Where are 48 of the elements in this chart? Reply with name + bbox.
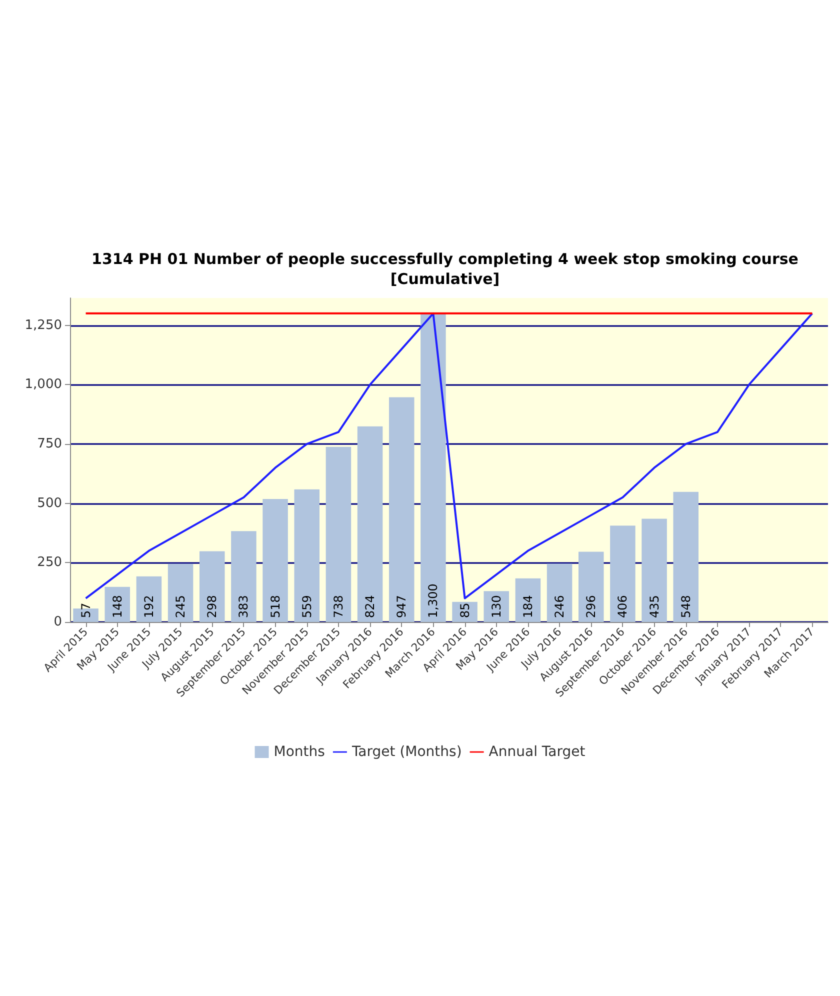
data-label: 298 [205, 595, 220, 618]
bar [515, 578, 541, 622]
bar [231, 531, 256, 622]
bar [578, 552, 604, 622]
bar [642, 518, 667, 622]
data-label: 184 [520, 595, 535, 618]
y-tick-label: 750 [37, 436, 62, 452]
bar [420, 313, 446, 622]
bar [262, 499, 288, 622]
data-label: 245 [174, 595, 188, 618]
bar [168, 564, 194, 622]
y-tick-label: 1,250 [24, 318, 62, 333]
data-label: 559 [300, 595, 314, 618]
data-label: 406 [616, 595, 630, 618]
bar [357, 426, 383, 622]
y-tick-label: 1,000 [24, 377, 62, 392]
data-label: 383 [236, 595, 251, 618]
y-tick-label: 500 [37, 496, 62, 511]
bar [484, 591, 510, 622]
data-label: 518 [268, 595, 282, 618]
data-label: 148 [110, 595, 124, 618]
bar [673, 492, 699, 622]
bar [546, 564, 572, 622]
data-label: 246 [552, 595, 567, 618]
data-label: 824 [363, 595, 378, 618]
bar [199, 551, 225, 622]
data-label: 1,300 [426, 584, 440, 618]
bar [294, 489, 320, 622]
data-label: 296 [584, 595, 598, 618]
bar [104, 586, 130, 622]
bar [136, 576, 162, 622]
bar [610, 526, 636, 622]
data-label: 57 [78, 602, 93, 618]
y-tick-label: 0 [54, 614, 62, 630]
data-label: 738 [331, 595, 346, 618]
bar [326, 446, 352, 622]
data-label: 435 [647, 595, 662, 618]
bar [388, 397, 414, 622]
legend-label: Months [274, 744, 325, 760]
y-tick-label: 250 [37, 555, 62, 570]
legend-label: Target (Months) [350, 744, 462, 760]
data-label: 192 [142, 595, 156, 618]
data-label: 130 [489, 595, 504, 618]
legend-label: Annual Target [488, 744, 586, 760]
data-label: 947 [394, 595, 409, 618]
data-label: 548 [678, 595, 693, 618]
chart-title: 1314 PH 01 Number of people successfully completing 4 week stop smoking course [Cumulative] [92, 250, 798, 288]
data-label: 85 [458, 602, 472, 618]
